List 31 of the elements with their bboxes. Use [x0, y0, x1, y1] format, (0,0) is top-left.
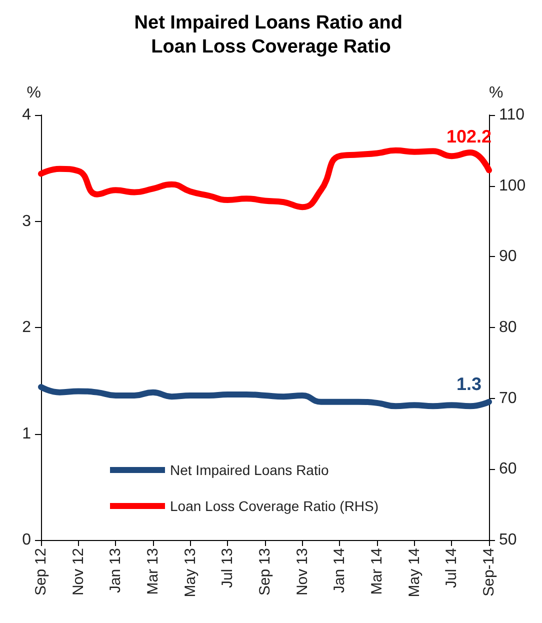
chart-title: Net Impaired Loans Ratio and Loan Loss Coverage Ratio: [134, 12, 408, 58]
x-tick-label: Sep 13: [256, 548, 274, 596]
x-tick-label: Nov 13: [294, 548, 311, 596]
y2-tick-label: 50: [499, 532, 517, 548]
x-tick-label: May 14: [406, 548, 423, 598]
x-tick-label: Jul 13: [219, 548, 236, 588]
x-tick-label: Jan 13: [107, 548, 124, 594]
x-tick-label: Sep-14: [480, 548, 498, 596]
y-tick-label: 1: [22, 425, 32, 442]
y2-axis-title: %: [489, 84, 504, 102]
legend-label: Net Impaired Loans Ratio: [170, 462, 329, 478]
y-axis-title: %: [26, 84, 41, 102]
y2-tick-label: 110: [499, 106, 525, 124]
y2-tick-label: 100: [499, 177, 526, 194]
y-tick-label: 2: [22, 319, 32, 336]
y2-tick-label: 90: [499, 248, 517, 266]
x-tick-label: Jul 14: [443, 548, 460, 588]
data-label: 1.3: [456, 374, 482, 394]
y2-tick-label: 80: [499, 319, 517, 336]
y2-tick-label: 60: [499, 460, 517, 478]
legend-label: Loan Loss Coverage Ratio (RHS): [170, 498, 379, 514]
y2-tick-label: 70: [499, 390, 517, 407]
x-tick-label: Mar 14: [368, 548, 386, 595]
y-tick-label: 4: [22, 106, 32, 124]
y-tick-label: 3: [22, 212, 32, 230]
x-tick-label: May 13: [182, 548, 199, 598]
x-tick-label: Sep 12: [32, 548, 50, 596]
x-tick-label: Jan 14: [331, 548, 348, 594]
x-tick-label: Nov 12: [70, 548, 87, 596]
x-tick-label: Mar 13: [144, 548, 162, 595]
y-tick-label: 0: [22, 532, 32, 548]
